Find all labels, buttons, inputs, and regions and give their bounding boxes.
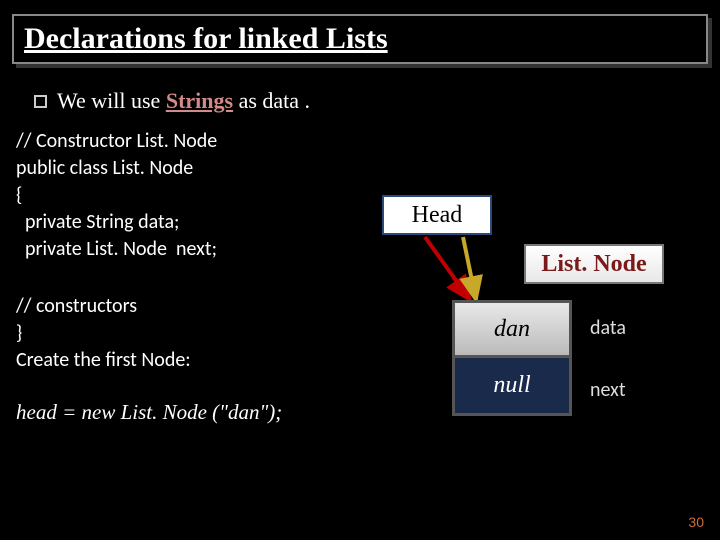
code-line: private String data; — [16, 209, 346, 236]
code-line: // constructors — [16, 293, 346, 320]
title-bar: Declarations for linked Lists — [12, 14, 708, 64]
slide-title: Declarations for linked Lists — [14, 16, 706, 62]
node-next-cell: null — [455, 358, 569, 413]
code-line: // Constructor List. Node — [16, 128, 346, 155]
code-line: private List. Node next; — [16, 236, 346, 263]
head-box: Head — [382, 195, 492, 235]
spacer — [16, 374, 346, 398]
node-box: dan null — [452, 300, 572, 416]
field-data-label: data — [590, 316, 626, 340]
code-line: public class List. Node — [16, 155, 346, 182]
bullet-em: Strings — [166, 88, 233, 113]
slide-number: 30 — [688, 514, 704, 530]
code-block: // Constructor List. Node public class L… — [16, 128, 346, 426]
node-data-cell: dan — [455, 303, 569, 358]
field-next-label: next — [590, 378, 626, 402]
bullet-suffix: as data . — [233, 88, 310, 113]
bullet-prefix: We will use — [57, 88, 166, 113]
code-line: Create the first Node: — [16, 347, 346, 374]
bullet-icon — [34, 95, 47, 108]
code-line: { — [16, 182, 346, 209]
listnode-label: List. Node — [524, 244, 664, 284]
bullet-text: We will use Strings as data . — [57, 88, 310, 114]
code-line: head = new List. Node ("dan"); — [16, 398, 346, 426]
spacer — [16, 263, 346, 293]
bullet-row: We will use Strings as data . — [34, 88, 310, 114]
code-line: } — [16, 320, 346, 347]
